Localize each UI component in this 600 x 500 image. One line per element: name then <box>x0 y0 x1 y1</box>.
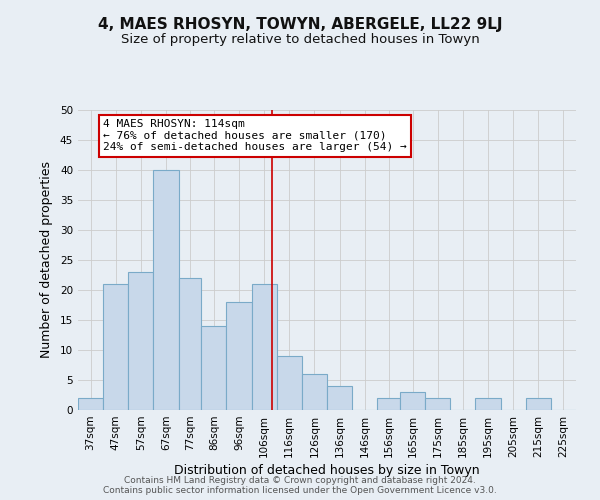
Bar <box>154 170 179 410</box>
Bar <box>400 392 425 410</box>
Bar <box>475 398 500 410</box>
Text: Contains HM Land Registry data © Crown copyright and database right 2024.: Contains HM Land Registry data © Crown c… <box>124 476 476 485</box>
Bar <box>179 278 201 410</box>
Text: 4 MAES RHOSYN: 114sqm
← 76% of detached houses are smaller (170)
24% of semi-det: 4 MAES RHOSYN: 114sqm ← 76% of detached … <box>103 119 407 152</box>
Bar <box>201 326 226 410</box>
Bar <box>251 284 277 410</box>
Y-axis label: Number of detached properties: Number of detached properties <box>40 162 53 358</box>
Text: Contains public sector information licensed under the Open Government Licence v3: Contains public sector information licen… <box>103 486 497 495</box>
Bar <box>327 386 352 410</box>
Bar <box>128 272 154 410</box>
Bar <box>377 398 400 410</box>
Bar <box>302 374 327 410</box>
Bar <box>277 356 302 410</box>
Bar <box>103 284 128 410</box>
Bar <box>78 398 103 410</box>
X-axis label: Distribution of detached houses by size in Towyn: Distribution of detached houses by size … <box>174 464 480 477</box>
Bar <box>526 398 551 410</box>
Text: Size of property relative to detached houses in Towyn: Size of property relative to detached ho… <box>121 32 479 46</box>
Bar <box>425 398 450 410</box>
Bar <box>226 302 251 410</box>
Text: 4, MAES RHOSYN, TOWYN, ABERGELE, LL22 9LJ: 4, MAES RHOSYN, TOWYN, ABERGELE, LL22 9L… <box>98 18 502 32</box>
